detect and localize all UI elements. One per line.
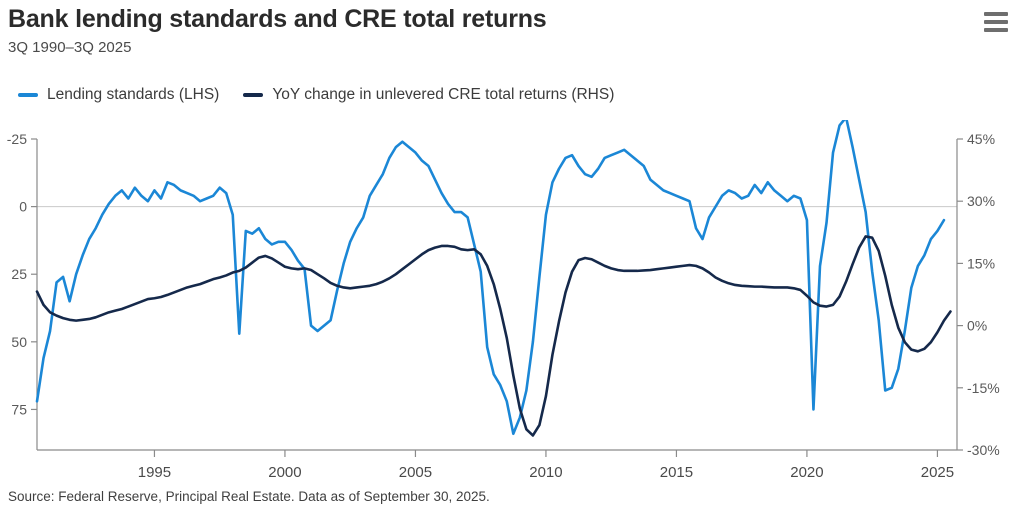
x-tick-label: 2000 <box>268 464 301 480</box>
left-tick-label: -25 <box>7 131 27 147</box>
legend-label-cre-total-returns: YoY change in unlevered CRE total return… <box>272 86 615 103</box>
series-lines <box>35 120 952 437</box>
tick-labels: -25 0 25 50 75 45% 30% 15% 0% -15% -30% 1995 2000 200… <box>7 131 1000 480</box>
axes <box>31 138 963 457</box>
legend-item-cre-total-returns[interactable]: YoY change in unlevered CRE total return… <box>243 86 614 104</box>
x-tick-label: 2020 <box>790 464 823 480</box>
series-line-cre-total-returns <box>35 235 952 437</box>
left-tick-label: 0 <box>19 199 27 215</box>
legend-item-lending-standards[interactable]: Lending standards (LHS) <box>18 86 219 104</box>
right-tick-label: 0% <box>967 318 987 334</box>
chart-plot-area: -25 0 25 50 75 45% 30% 15% 0% -15% -30% 1995 2000 200… <box>0 120 1024 480</box>
x-tick-label: 1995 <box>138 464 171 480</box>
x-tick-label: 2025 <box>921 464 954 480</box>
right-tick-label: 15% <box>967 255 995 271</box>
right-tick-label: 30% <box>967 193 995 209</box>
series-line-lending-standards <box>35 120 946 436</box>
line-chart: -25 0 25 50 75 45% 30% 15% 0% -15% -30% 1995 2000 200… <box>7 120 1000 480</box>
page-title: Bank lending standards and CRE total ret… <box>8 5 547 33</box>
x-tick-label: 2015 <box>660 464 693 480</box>
left-tick-label: 75 <box>11 401 27 417</box>
left-tick-label: 50 <box>11 334 27 350</box>
menu-bar-3 <box>984 28 1008 32</box>
x-tick-label: 2010 <box>529 464 562 480</box>
right-tick-label: 45% <box>967 131 995 147</box>
right-tick-label: -30% <box>967 442 1000 458</box>
hamburger-menu-icon[interactable] <box>984 12 1008 32</box>
legend-swatch-lending-standards <box>18 93 38 97</box>
legend-label-lending-standards: Lending standards (LHS) <box>47 86 220 103</box>
source-note: Source: Federal Reserve, Principal Real … <box>8 489 490 504</box>
chart-legend: Lending standards (LHS) YoY change in un… <box>18 86 614 104</box>
right-tick-label: -15% <box>967 380 1000 396</box>
chart-header: Bank lending standards and CRE total ret… <box>8 4 1016 58</box>
page-subtitle: 3Q 1990–3Q 2025 <box>8 39 132 56</box>
menu-bar-2 <box>984 20 1008 24</box>
left-tick-label: 25 <box>11 266 27 282</box>
menu-bar-1 <box>984 12 1008 16</box>
x-tick-label: 2005 <box>399 464 432 480</box>
legend-swatch-cre-total-returns <box>243 93 264 97</box>
